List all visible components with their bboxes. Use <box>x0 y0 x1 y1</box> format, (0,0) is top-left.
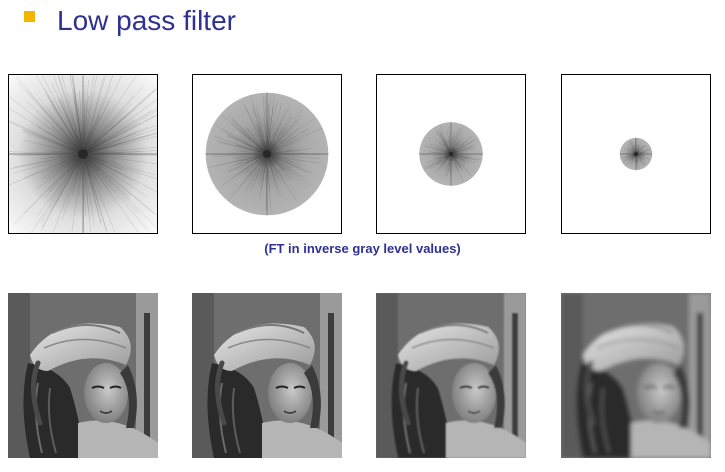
portrait-photo <box>8 293 158 458</box>
portrait-photo <box>561 293 711 458</box>
filtered-image-small-cutoff <box>561 293 711 458</box>
portrait-photo <box>376 293 526 458</box>
filtered-image-medium-cutoff <box>376 293 526 458</box>
filtered-image-large-cutoff <box>192 293 342 458</box>
ft-spectrum-medium-cutoff <box>376 74 526 234</box>
ft-caption: (FT in inverse gray level values) <box>264 241 461 256</box>
bullet-square <box>24 11 35 22</box>
portrait-photo <box>192 293 342 458</box>
ft-spectrum-svg <box>9 75 157 233</box>
ft-spectrum-small-cutoff <box>561 74 711 234</box>
ft-spectrum-full <box>8 74 158 234</box>
slide-title: Low pass filter <box>57 5 236 36</box>
filtered-image-original <box>8 293 158 458</box>
ft-spectrum-large-cutoff <box>192 74 342 234</box>
ft-spectrum-svg <box>619 137 653 171</box>
ft-spectrum-svg <box>205 92 329 216</box>
ft-spectrum-svg <box>419 122 483 186</box>
